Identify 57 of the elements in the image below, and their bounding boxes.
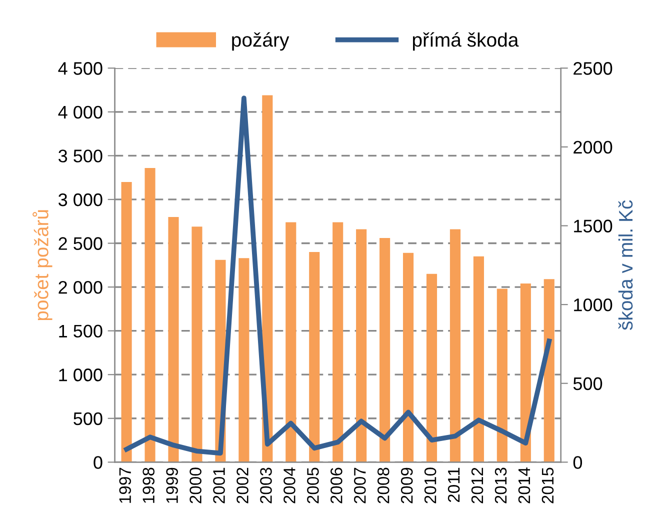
y-axis-title: počet požárů — [32, 210, 52, 320]
x-tick-label: 2006 — [330, 468, 342, 504]
y-tick-label: 3 000 — [58, 193, 102, 206]
bar — [450, 229, 461, 462]
y-tick-label: 4 500 — [58, 62, 102, 75]
y2-tick-label: 0 — [573, 456, 582, 469]
legend-label: přímá škoda — [412, 32, 519, 51]
y-tick-label: 1 500 — [59, 324, 102, 338]
x-tick-label: 2011 — [448, 468, 460, 502]
x-tick-label: 2001 — [213, 468, 225, 504]
y-tick-label: 1 000 — [59, 368, 102, 382]
x-tick-label: 2007 — [354, 468, 366, 504]
y2-tick-label: 2500 — [574, 62, 612, 75]
legend-label: požáry — [232, 32, 290, 51]
bar — [168, 216, 179, 462]
y-tick-label: 2 000 — [58, 280, 102, 294]
bar — [356, 229, 367, 462]
x-tick-label: 2002 — [236, 468, 248, 504]
bar — [402, 252, 414, 462]
x-tick-label: 2009 — [400, 468, 413, 504]
bar — [309, 252, 320, 462]
line-series — [124, 96, 552, 456]
x-tick-label: 2015 — [542, 468, 554, 504]
x-tick-label: 1998 — [142, 468, 154, 503]
bar — [192, 226, 202, 462]
bar — [121, 182, 132, 462]
bar — [238, 258, 250, 462]
y-tick-label: 4 000 — [58, 106, 102, 119]
y2-axis-title: škoda v mil. Kč — [618, 200, 633, 330]
bar — [380, 238, 390, 462]
x-tick-label: 2012 — [471, 468, 484, 504]
x-tick-label: 2005 — [307, 468, 319, 504]
bar — [144, 168, 156, 462]
x-tick-label: 2000 — [190, 468, 202, 504]
x-tick-label: 2013 — [494, 468, 507, 504]
x-tick-label: 1997 — [119, 468, 132, 503]
y-tick-label: 2 500 — [58, 237, 102, 250]
bar — [286, 222, 296, 462]
bar — [473, 256, 484, 462]
bar — [332, 222, 344, 462]
x-tick-label: 2014 — [518, 468, 530, 504]
y2-tick-label: 1500 — [574, 220, 612, 232]
x-tick-label: 1999 — [166, 468, 178, 503]
y-tick-label: 500 — [74, 412, 102, 426]
y2-tick-label: 1000 — [574, 298, 612, 312]
y2-tick-label: 500 — [573, 377, 602, 390]
y2-tick-label: 2000 — [574, 140, 612, 154]
y-tick-label: 0 — [94, 456, 102, 469]
x-tick-label: 2004 — [284, 468, 296, 504]
bar — [496, 288, 508, 462]
x-tick-label: 2003 — [260, 468, 272, 504]
x-tick-label: 2008 — [377, 468, 390, 504]
x-tick-label: 2010 — [424, 468, 436, 504]
bar — [426, 274, 438, 462]
y-tick-label: 3 500 — [58, 150, 102, 162]
bar — [520, 284, 531, 462]
bar — [544, 279, 554, 462]
